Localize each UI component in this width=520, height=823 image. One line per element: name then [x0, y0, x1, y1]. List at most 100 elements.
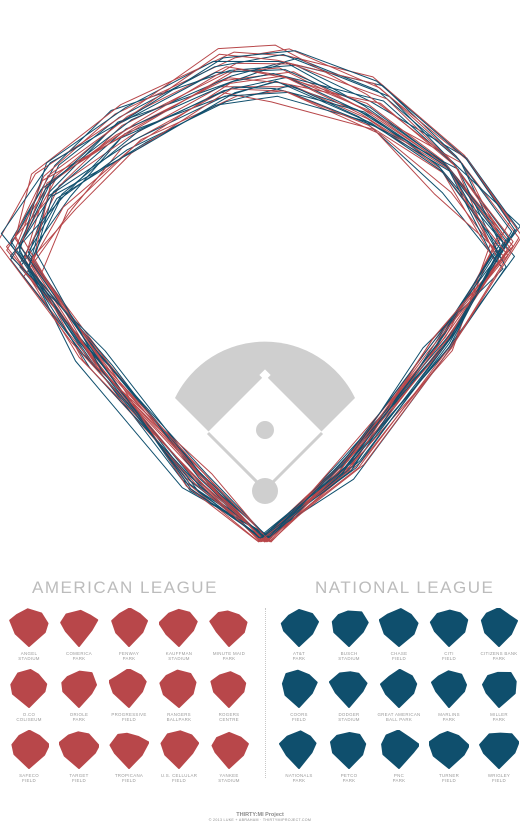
park-name-line: YANKEE	[219, 773, 239, 778]
park-name-line: FIELD	[72, 778, 86, 783]
park-tile: PNC PARK	[374, 730, 424, 791]
park-name: MILLER PARK	[475, 712, 520, 722]
park-silhouette-icon	[11, 730, 49, 769]
foul-line-right	[263, 431, 324, 492]
park-name-line: PARK	[292, 656, 306, 661]
park-silhouette-icon	[60, 609, 99, 647]
park-name-line: FIELD	[492, 778, 506, 783]
american-league-title: AMERICAN LEAGUE	[32, 578, 218, 597]
park-name-line: MARLINS	[438, 712, 460, 717]
park-name-line: FIELD	[122, 778, 136, 783]
park-silhouette-icon	[9, 608, 49, 647]
park-tile: KAUFFMAN STADIUM	[154, 608, 204, 669]
park-name-line: STADIUM	[218, 778, 240, 783]
park-silhouette-icon	[211, 731, 249, 769]
park-name-line: PROGRESSIVE	[111, 712, 147, 717]
park-tile: CHASE FIELD	[374, 608, 424, 669]
park-tile: AT&T PARK	[274, 608, 324, 669]
park-name-line: FIELD	[442, 656, 456, 661]
park-name: TURNER FIELD	[425, 773, 473, 783]
park-silhouette-icon	[380, 669, 418, 708]
park-name-line: GREAT AMERICAN	[377, 712, 421, 717]
park-tile: CITI FIELD	[424, 608, 474, 669]
park-tile: SAFECO FIELD	[4, 730, 54, 791]
park-tile: NATIONALS PARK	[274, 730, 324, 791]
park-name: WRIGLEY FIELD	[475, 773, 520, 783]
park-name: DODGER STADIUM	[325, 712, 373, 722]
ballpark-outline	[22, 53, 520, 543]
park-name: COORS FIELD	[275, 712, 323, 722]
park-name: FENWAY PARK	[105, 651, 153, 661]
park-tile: ROGERS CENTRE	[204, 669, 254, 730]
park-name: NATIONALS PARK	[275, 773, 323, 783]
park-tile: YANKEE STADIUM	[204, 730, 254, 791]
park-name: ROGERS CENTRE	[205, 712, 253, 722]
park-name: PNC PARK	[375, 773, 423, 783]
park-silhouette-icon	[329, 671, 368, 708]
park-silhouette-icon	[109, 732, 149, 769]
ballpark-outline	[14, 68, 511, 543]
home-plate-circle	[252, 478, 278, 504]
park-name-line: O.CO	[22, 712, 36, 717]
park-tile: ANGEL STADIUM	[4, 608, 54, 669]
park-tile: PROGRESSIVE FIELD	[104, 669, 154, 730]
park-name-line: MILLER	[490, 712, 508, 717]
park-name-line: PARK	[392, 778, 406, 783]
park-silhouette-icon	[61, 670, 97, 708]
park-tile: ORIOLE PARK	[54, 669, 104, 730]
park-name-line: FIELD	[392, 656, 406, 661]
park-name-line: PETCO	[340, 773, 358, 778]
park-name-line: STADIUM	[168, 656, 190, 661]
park-name-line: CITIZENS BANK	[480, 651, 518, 656]
park-silhouette-icon	[431, 670, 467, 708]
park-name: YANKEE STADIUM	[205, 773, 253, 783]
park-silhouette-icon	[160, 730, 199, 769]
park-tile: GREAT AMERICAN BALL PARK	[374, 669, 424, 730]
park-name: ANGEL STADIUM	[5, 651, 53, 661]
park-silhouette-icon	[381, 730, 419, 769]
park-name-line: TROPICANA	[114, 773, 144, 778]
national-league-grid: AT&T PARK BUSCH STADIUM CHASE FIELD CITI FIELD C…	[274, 608, 520, 791]
park-silhouette-icon	[159, 608, 198, 647]
park-name: TARGET FIELD	[55, 773, 103, 783]
park-tile: U.S. CELLULAR FIELD	[154, 730, 204, 791]
park-silhouette-icon	[280, 609, 319, 647]
park-name-line: KAUFFMAN	[165, 651, 193, 656]
park-name: TROPICANA FIELD	[105, 773, 153, 783]
park-silhouette-icon	[482, 671, 517, 708]
park-tile: MINUTE MAID PARK	[204, 608, 254, 669]
pitchers-mound	[256, 421, 274, 439]
park-tile: WRIGLEY FIELD	[474, 730, 520, 791]
park-silhouette-icon	[10, 669, 48, 708]
park-name-line: PARK	[292, 778, 306, 783]
park-silhouette-icon	[480, 608, 518, 647]
park-name-line: FIELD	[172, 778, 186, 783]
park-name-line: FENWAY	[118, 651, 140, 656]
park-name-line: BALL PARK	[385, 717, 413, 722]
park-name: PETCO PARK	[325, 773, 373, 783]
park-name-line: PARK	[492, 717, 506, 722]
second-base	[259, 369, 271, 381]
park-name-line: PARK	[72, 717, 86, 722]
park-silhouette-icon	[210, 671, 247, 708]
park-name-line: COORS	[290, 712, 308, 717]
foul-line-left	[206, 431, 267, 492]
national-league-title: NATIONAL LEAGUE	[315, 578, 495, 597]
park-silhouette-icon	[479, 732, 519, 769]
park-silhouette-icon	[281, 669, 318, 708]
park-name: MARLINS PARK	[425, 712, 473, 722]
park-tile: O.CO COLISEUM	[4, 669, 54, 730]
park-name: CITI FIELD	[425, 651, 473, 661]
park-name-line: ANGEL	[20, 651, 38, 656]
park-name-line: FIELD	[22, 778, 36, 783]
park-name-line: COLISEUM	[16, 717, 42, 722]
park-name: ORIOLE PARK	[55, 712, 103, 722]
park-name-line: PARK	[342, 778, 356, 783]
park-tile: CITIZENS BANK PARK	[474, 608, 520, 669]
park-name-line: CENTRE	[219, 717, 239, 722]
park-tile: BUSCH STADIUM	[324, 608, 374, 669]
park-name: RANGERS BALLPARK	[155, 712, 203, 722]
park-name-line: TARGET	[69, 773, 89, 778]
park-tile: MILLER PARK	[474, 669, 520, 730]
park-silhouette-icon	[429, 609, 469, 647]
